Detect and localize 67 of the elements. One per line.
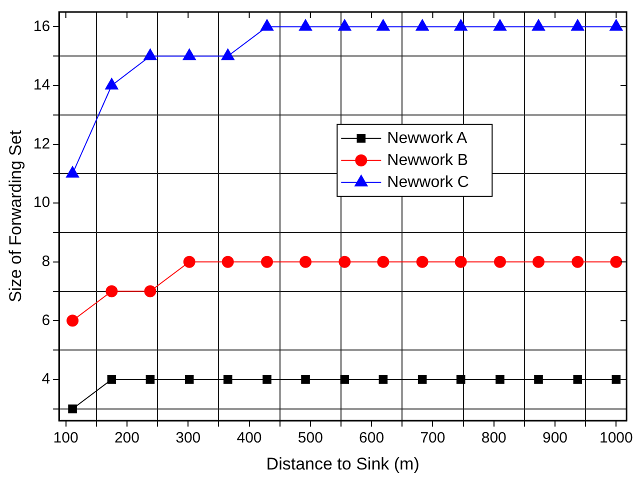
point xyxy=(416,256,428,268)
point xyxy=(534,375,543,384)
point xyxy=(610,19,623,31)
point xyxy=(221,48,234,60)
point xyxy=(262,375,272,384)
y-tick-label: 16 xyxy=(33,18,50,35)
point xyxy=(182,48,196,60)
point xyxy=(418,375,427,384)
point xyxy=(571,19,584,31)
x-tick-label: 200 xyxy=(114,430,140,447)
x-tick-label: 800 xyxy=(481,430,506,447)
point xyxy=(610,256,622,268)
point xyxy=(66,166,80,178)
x-tick-label: 1000 xyxy=(599,430,633,447)
point xyxy=(144,48,157,60)
legend-label: Newwork C xyxy=(387,174,469,191)
point xyxy=(183,256,196,268)
x-axis-title: Distance to Sink (m) xyxy=(266,454,420,474)
y-axis-title: Size of Forwarding Set xyxy=(6,130,25,302)
x-tick-label: 400 xyxy=(236,430,262,447)
point xyxy=(496,375,504,384)
y-tick-label: 10 xyxy=(33,194,50,212)
point xyxy=(107,375,116,384)
legend-label: Newwork B xyxy=(387,152,468,169)
point xyxy=(573,375,582,384)
point xyxy=(612,375,621,384)
point xyxy=(68,404,77,414)
y-tick-label: 4 xyxy=(42,370,50,388)
point xyxy=(532,19,546,31)
x-tick-label: 900 xyxy=(542,430,568,447)
x-tick-label: 700 xyxy=(420,430,446,447)
y-tick-label: 6 xyxy=(42,312,50,329)
point xyxy=(456,375,466,384)
x-tick-label: 300 xyxy=(176,430,201,447)
y-tick-label: 12 xyxy=(33,135,50,152)
point xyxy=(66,314,79,327)
point xyxy=(493,19,507,31)
point xyxy=(338,256,351,268)
point xyxy=(223,375,232,384)
point xyxy=(106,285,118,298)
point xyxy=(572,256,584,268)
point xyxy=(532,256,545,268)
point xyxy=(260,19,274,31)
point xyxy=(340,375,350,384)
point xyxy=(300,256,312,268)
point xyxy=(377,256,390,268)
point xyxy=(146,375,155,384)
point xyxy=(378,375,388,384)
point xyxy=(301,375,310,384)
point xyxy=(494,256,506,268)
y-tick-label: 14 xyxy=(33,76,50,94)
x-tick-label: 500 xyxy=(298,430,323,447)
x-tick-label: 600 xyxy=(359,430,384,447)
point xyxy=(416,19,429,31)
point xyxy=(105,78,118,90)
point xyxy=(222,256,234,268)
point xyxy=(184,375,194,384)
point xyxy=(338,19,352,31)
x-tick-label: 100 xyxy=(53,430,78,447)
point xyxy=(454,19,468,31)
point xyxy=(144,285,156,298)
y-tick-label: 8 xyxy=(42,253,50,270)
point xyxy=(376,19,390,31)
point xyxy=(298,19,312,31)
point xyxy=(261,256,273,268)
legend-label: Newwork A xyxy=(387,130,468,147)
point xyxy=(454,256,467,268)
